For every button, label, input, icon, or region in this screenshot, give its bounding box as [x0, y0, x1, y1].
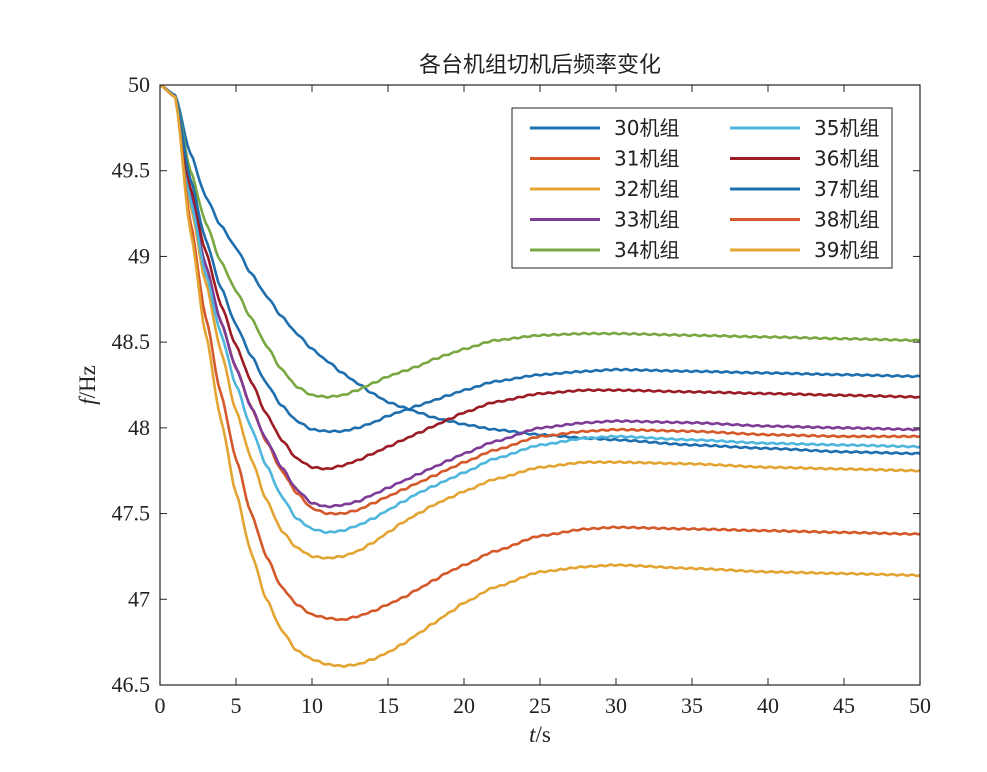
legend-label: 32机组: [614, 177, 679, 201]
legend-label: 38机组: [814, 208, 879, 232]
legend: 30机组 31机组 32机组 33机组 34机组 35机组 36机组 37机组 38机组 39机组: [511, 107, 893, 269]
series-line-38: [160, 85, 920, 622]
series-line-36: [160, 85, 920, 471]
legend-label: 33机组: [614, 208, 679, 232]
x-tick-label: 35: [681, 693, 703, 718]
legend-label: 37机组: [814, 177, 879, 201]
y-axis: 46.5 47 47.5 48 48.5 49 49.5 50: [112, 72, 920, 697]
y-axis-variable: f: [75, 395, 100, 405]
x-tick-label: 20: [453, 693, 475, 718]
series-line-34: [160, 85, 920, 399]
x-tick-label: 40: [757, 693, 779, 718]
legend-label: 31机组: [614, 147, 679, 171]
x-axis-variable: t: [529, 722, 536, 747]
legend-label: 34机组: [614, 238, 679, 262]
x-tick-label: 10: [301, 693, 323, 718]
chart-title: 各台机组切机后频率变化: [419, 53, 661, 78]
series-layer: [160, 85, 920, 668]
y-axis-label: f/Hz: [75, 365, 100, 405]
legend-label: 36机组: [814, 147, 879, 171]
series-line-35: [160, 85, 920, 534]
x-axis-label: t/s: [529, 722, 551, 747]
x-axis-unit: /s: [536, 722, 551, 747]
legend-label: 39机组: [814, 238, 879, 262]
series-line-39: [160, 85, 920, 668]
series-line-37: [160, 85, 920, 434]
y-tick-label: 46.5: [112, 672, 151, 697]
y-tick-label: 50: [128, 72, 150, 97]
y-tick-label: 48: [128, 415, 150, 440]
y-tick-label: 48.5: [112, 329, 151, 354]
x-tick-label: 30: [605, 693, 627, 718]
y-axis-unit: /Hz: [75, 365, 100, 398]
series-line-31: [160, 85, 920, 516]
x-tick-label: 5: [231, 693, 242, 718]
y-tick-label: 47.5: [112, 501, 151, 526]
x-tick-label: 15: [377, 693, 399, 718]
legend-label: 30机组: [614, 116, 679, 140]
series-line-33: [160, 85, 920, 509]
x-tick-label: 45: [833, 693, 855, 718]
legend-label: 35机组: [814, 116, 879, 140]
y-tick-label: 49.5: [112, 158, 151, 183]
y-tick-label: 47: [128, 586, 150, 611]
x-tick-label: 25: [529, 693, 551, 718]
x-axis: 0 5 10 15 20 25 30 35 40 45 50: [155, 85, 931, 718]
series-line-32: [160, 85, 920, 560]
x-tick-label: 0: [155, 693, 166, 718]
y-tick-label: 49: [128, 243, 150, 268]
x-tick-label: 50: [909, 693, 931, 718]
